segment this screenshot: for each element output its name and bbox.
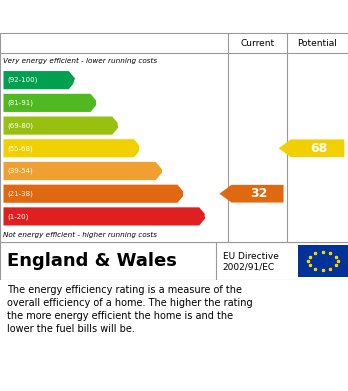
- Polygon shape: [3, 185, 185, 203]
- Text: (21-38): (21-38): [8, 190, 33, 197]
- Text: (55-68): (55-68): [8, 145, 33, 152]
- Text: Current: Current: [240, 39, 275, 48]
- Text: (81-91): (81-91): [8, 100, 34, 106]
- Polygon shape: [3, 117, 120, 135]
- Text: The energy efficiency rating is a measure of the
overall efficiency of a home. T: The energy efficiency rating is a measur…: [7, 285, 253, 334]
- Polygon shape: [3, 207, 207, 226]
- Text: 2002/91/EC: 2002/91/EC: [223, 262, 275, 271]
- Text: England & Wales: England & Wales: [7, 252, 177, 270]
- Text: (39-54): (39-54): [8, 168, 33, 174]
- Text: Not energy efficient - higher running costs: Not energy efficient - higher running co…: [3, 232, 158, 238]
- Text: B: B: [95, 96, 104, 109]
- Text: A: A: [73, 74, 82, 87]
- Polygon shape: [279, 140, 345, 157]
- Text: (1-20): (1-20): [8, 213, 29, 220]
- Text: EU Directive: EU Directive: [223, 252, 279, 261]
- Polygon shape: [3, 71, 76, 89]
- Text: C: C: [117, 119, 125, 132]
- Bar: [298, 246, 348, 276]
- Text: (69-80): (69-80): [8, 122, 34, 129]
- Text: E: E: [160, 165, 168, 178]
- Text: G: G: [203, 210, 213, 223]
- Polygon shape: [3, 162, 164, 180]
- Text: 32: 32: [250, 187, 268, 200]
- Text: F: F: [182, 187, 190, 200]
- Text: Potential: Potential: [298, 39, 338, 48]
- Text: (92-100): (92-100): [8, 77, 38, 83]
- Text: D: D: [138, 142, 148, 155]
- Text: Very energy efficient - lower running costs: Very energy efficient - lower running co…: [3, 58, 158, 64]
- Polygon shape: [3, 94, 98, 112]
- Text: Energy Efficiency Rating: Energy Efficiency Rating: [10, 9, 220, 24]
- Polygon shape: [3, 139, 142, 157]
- Text: 68: 68: [310, 142, 327, 155]
- Polygon shape: [219, 185, 284, 203]
